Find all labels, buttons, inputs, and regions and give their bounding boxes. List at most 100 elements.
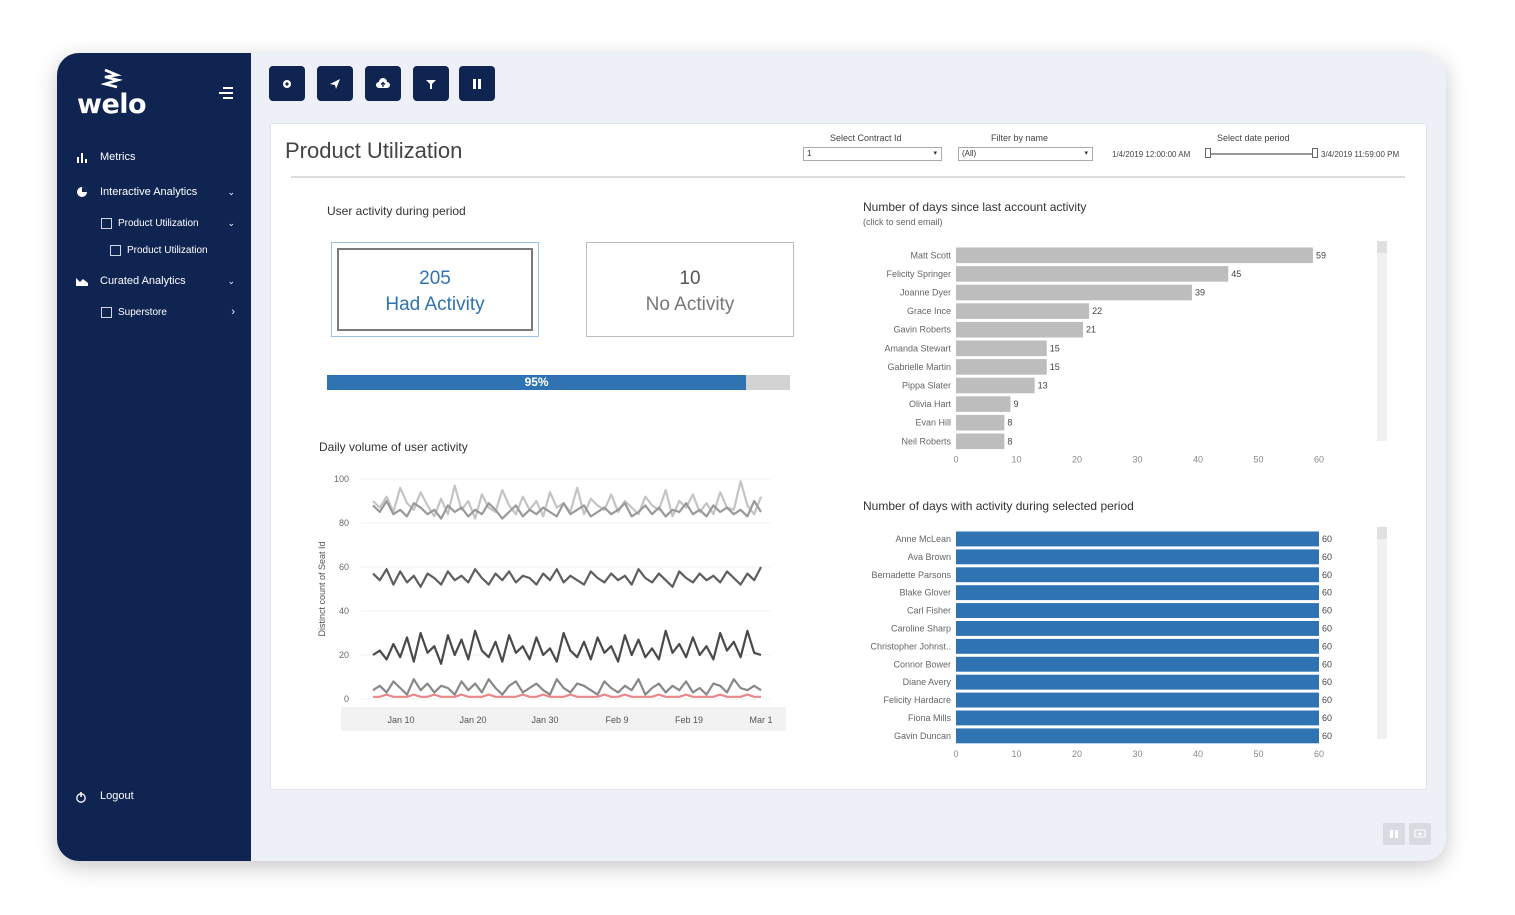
x-tick-label: 20	[1072, 455, 1082, 465]
pie-chart-icon	[75, 185, 89, 199]
menu-toggle-icon[interactable]	[217, 87, 233, 101]
sidebar-item-label: Curated Analytics	[100, 275, 186, 287]
app-window: welo Metrics Interactive Analytics ⌄ Pro…	[57, 53, 1446, 861]
x-axis-band	[341, 707, 786, 731]
series-line	[372, 629, 762, 665]
welo-mark-icon	[101, 68, 124, 89]
bar	[956, 377, 1035, 394]
brand-logo[interactable]: welo	[75, 67, 165, 127]
bar	[956, 433, 1005, 450]
bar-value-label: 60	[1322, 606, 1332, 616]
date-slider-start-handle[interactable]	[1205, 148, 1211, 158]
had-activity-card[interactable]: 205 Had Activity	[331, 242, 539, 337]
y-tick-label: 100	[334, 474, 349, 484]
sidebar-item-product-utilization-group[interactable]: Product Utilization ⌄	[57, 212, 251, 234]
x-tick-label: 40	[1193, 455, 1203, 465]
scrollbar-thumb[interactable]	[1377, 241, 1387, 253]
bar	[956, 321, 1084, 338]
days-since-activity-subtitle: (click to send email)	[863, 217, 943, 227]
date-end: 3/4/2019 11:59:00 PM	[1321, 150, 1400, 159]
contract-select[interactable]: 1 ▾	[803, 147, 942, 161]
bar-value-label: 45	[1231, 269, 1241, 279]
name-select[interactable]: (All) ▾	[958, 147, 1093, 161]
contract-select-value: 1	[807, 149, 812, 158]
x-tick-label: Jan 20	[459, 715, 486, 725]
x-tick-label: Feb 9	[605, 715, 628, 725]
days-since-activity-bar-chart[interactable]: Matt Scott 59 Felicity Springer 45 Joanne Dy…	[861, 236, 1361, 466]
bar-category-label: Anne McLean	[895, 534, 951, 544]
days-with-activity-title: Number of days with activity during sele…	[863, 499, 1134, 513]
y-axis-label: Distinct count of Seat Id	[317, 541, 327, 636]
dashboard-icon	[101, 306, 112, 318]
bar-category-label: Gavin Duncan	[894, 731, 951, 741]
brand-name: welo	[77, 89, 147, 120]
days-since-activity-title: Number of days since last account activi…	[863, 200, 1087, 214]
bar-category-label: Connor Bower	[893, 659, 951, 669]
pause-button[interactable]	[459, 66, 495, 101]
bar-category-label: Matt Scott	[910, 250, 951, 260]
bar	[956, 359, 1047, 375]
series-line	[372, 499, 762, 520]
x-tick-label: 0	[953, 455, 958, 465]
x-tick-label: 20	[1072, 749, 1082, 759]
pause-refresh-button[interactable]	[1383, 823, 1405, 845]
bar-category-label: Joanne Dyer	[900, 288, 951, 298]
present-button[interactable]	[1409, 823, 1431, 845]
bar-value-label: 13	[1038, 381, 1048, 391]
view-button[interactable]	[269, 66, 305, 101]
bar-value-label: 15	[1050, 362, 1060, 372]
bar-value-label: 60	[1322, 552, 1332, 562]
date-slider-end-handle[interactable]	[1312, 148, 1318, 158]
bar-chart-icon	[75, 150, 89, 164]
x-tick-label: Mar 1	[749, 715, 772, 725]
upload-button[interactable]	[365, 66, 401, 101]
y-tick-label: 80	[339, 518, 349, 528]
series-line	[372, 678, 762, 696]
date-filter-label: Select date period	[1217, 133, 1290, 143]
filter-button[interactable]	[413, 66, 449, 101]
share-button[interactable]	[317, 66, 353, 101]
bar-category-label: Fiona Mills	[908, 713, 952, 723]
bar-chart-scrollbar[interactable]	[1377, 241, 1387, 441]
bar	[956, 549, 1319, 565]
x-tick-label: 30	[1132, 455, 1142, 465]
sidebar-item-superstore[interactable]: Superstore ›	[57, 301, 251, 323]
bar-category-label: Gabrielle Martin	[887, 362, 951, 372]
bar	[956, 674, 1319, 690]
scrollbar-thumb[interactable]	[1377, 527, 1387, 539]
x-tick-label: 40	[1193, 749, 1203, 759]
bar	[956, 585, 1319, 601]
days-with-activity-bar-chart[interactable]: Anne McLean 60 Ava Brown 60 Bernadette Parso…	[861, 520, 1361, 765]
send-icon	[330, 78, 340, 89]
bar-category-label: Felicity Springer	[886, 269, 951, 279]
bar	[956, 656, 1319, 672]
cloud-upload-icon	[376, 77, 390, 88]
user-activity-title: User activity during period	[327, 204, 466, 218]
sidebar-item-metrics[interactable]: Metrics	[57, 146, 251, 168]
chevron-down-icon: ⌄	[227, 186, 235, 197]
sidebar-item-interactive-analytics[interactable]: Interactive Analytics ⌄	[57, 181, 251, 203]
pause-icon	[473, 78, 481, 89]
no-activity-count: 10	[679, 268, 701, 289]
daily-volume-line-chart[interactable]: 0 20 40 60 80 100 Distinct count of Seat Id Jan…	[301, 469, 801, 744]
no-activity-label: No Activity	[645, 294, 735, 315]
date-slider-track[interactable]	[1209, 153, 1315, 155]
y-tick-label: 60	[339, 562, 349, 572]
title-divider	[291, 176, 1405, 178]
date-start: 1/4/2019 12:00:00 AM	[1112, 150, 1191, 159]
sidebar-item-curated-analytics[interactable]: Curated Analytics ⌄	[57, 270, 251, 292]
x-tick-label: Jan 10	[387, 715, 414, 725]
bar-value-label: 60	[1322, 731, 1332, 741]
sidebar-item-label: Product Utilization	[118, 217, 199, 229]
bar	[956, 692, 1319, 708]
no-activity-card[interactable]: 10 No Activity	[586, 242, 794, 337]
x-tick-label: 30	[1132, 749, 1142, 759]
bar-value-label: 59	[1316, 250, 1326, 260]
bar-category-label: Olivia Hart	[909, 399, 952, 409]
bar-chart-scrollbar[interactable]	[1377, 527, 1387, 739]
bar-value-label: 21	[1086, 325, 1096, 335]
bar-value-label: 60	[1322, 570, 1332, 580]
x-tick-label: 60	[1314, 455, 1324, 465]
bar	[956, 621, 1319, 636]
sidebar-item-product-utilization[interactable]: Product Utilization	[57, 239, 251, 261]
